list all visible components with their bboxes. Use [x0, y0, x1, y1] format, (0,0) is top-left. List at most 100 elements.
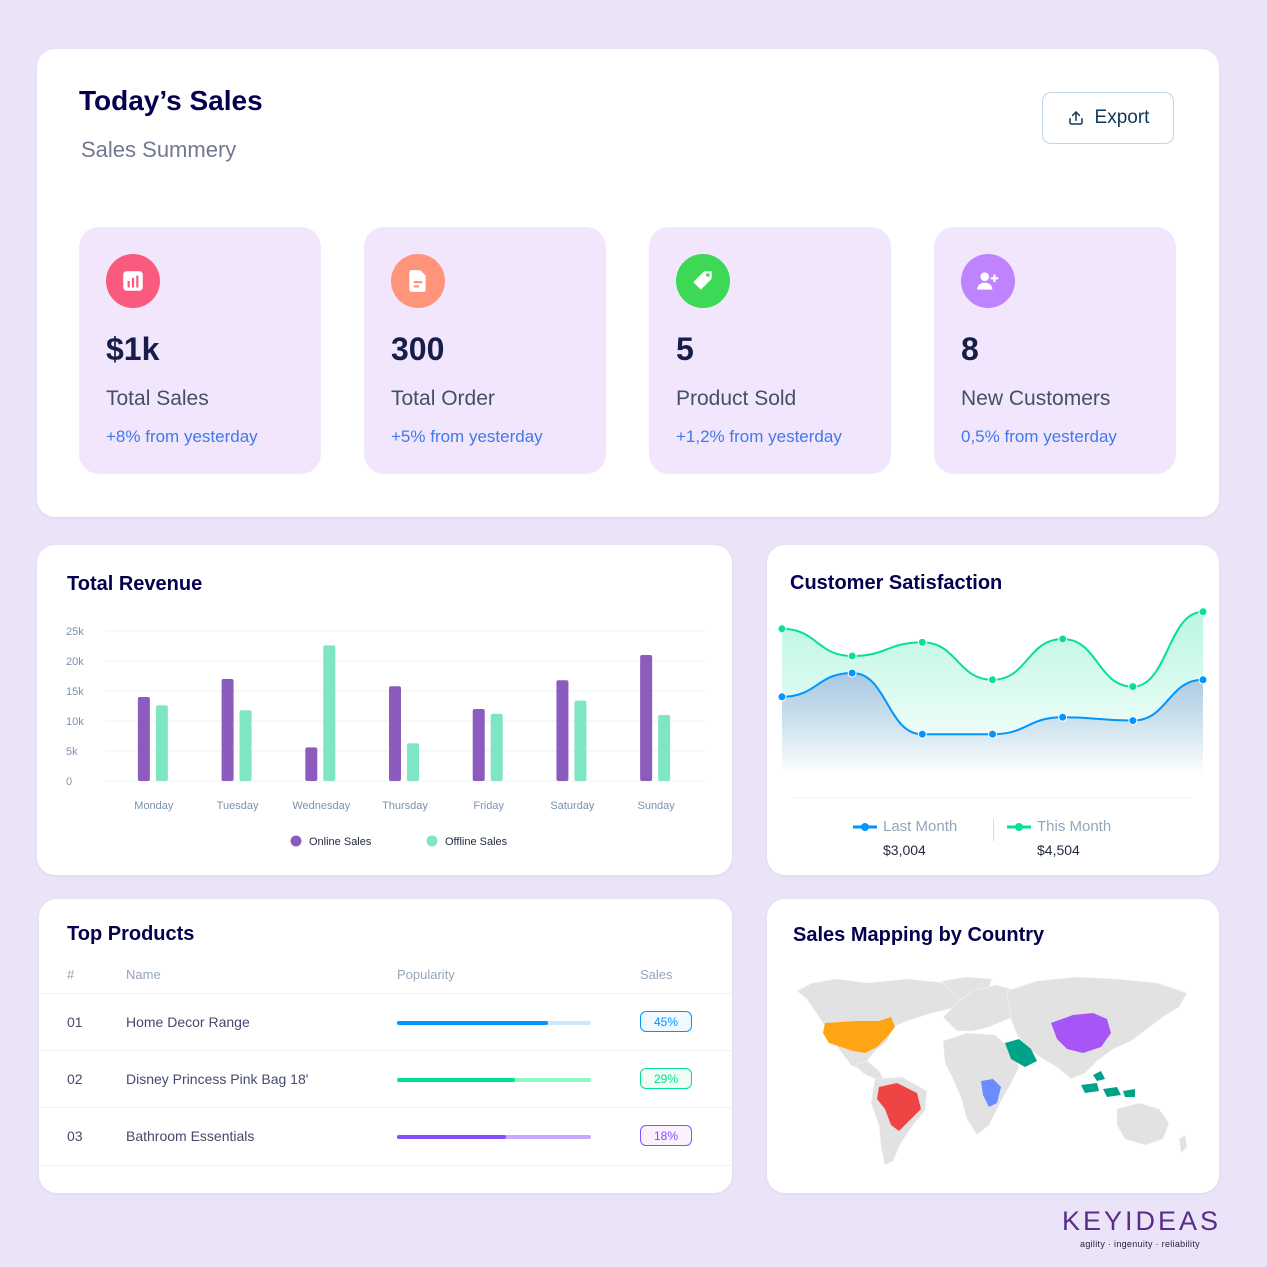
- data-point: [777, 624, 787, 634]
- stat-card-product-sold: 5 Product Sold +1,2% from yesterday: [649, 227, 891, 474]
- column-header-popularity: Popularity: [397, 967, 455, 982]
- satisfaction-area-chart: [777, 607, 1208, 799]
- china-highlight: [1051, 1013, 1111, 1053]
- sales-badge: 45%: [640, 1011, 692, 1032]
- legend-label: Last Month: [883, 818, 958, 835]
- x-tick-label: Tuesday: [217, 800, 259, 812]
- legend-line-icon: [1007, 822, 1031, 831]
- stat-change: 0,5% from yesterday: [961, 427, 1117, 446]
- brand-tagline: agility · ingenuity · reliability: [1080, 1239, 1200, 1249]
- product-name: Disney Princess Pink Bag 18': [126, 1071, 309, 1087]
- bar-chart-icon: [106, 254, 160, 308]
- y-tick-label: 15k: [66, 686, 84, 698]
- stat-label: Product Sold: [676, 387, 797, 410]
- legend-divider: [993, 819, 994, 841]
- stat-label: Total Order: [391, 387, 495, 410]
- column-header-name: Name: [126, 967, 161, 982]
- data-point: [777, 692, 787, 702]
- stat-value: $1k: [106, 331, 160, 367]
- table-row[interactable]: 02 Disney Princess Pink Bag 18' 29%: [39, 1050, 732, 1108]
- stat-value: 8: [961, 331, 979, 367]
- africa-shape: [942, 1032, 1020, 1136]
- sales-badge: 18%: [640, 1125, 692, 1146]
- export-button[interactable]: Export: [1042, 92, 1174, 144]
- sales-summary-subtitle: Sales Summery: [81, 137, 237, 162]
- total-revenue-card: Total Revenue 0 5k 10k 15k 20k 25k Monday Tuesd…: [37, 545, 732, 875]
- bar-online-sales: [137, 697, 150, 781]
- stat-card-total-sales: $1k Total Sales +8% from yesterday: [79, 227, 321, 474]
- y-tick-label: 0: [66, 776, 72, 788]
- saudi-highlight: [1005, 1039, 1037, 1067]
- bar-offline-sales: [323, 645, 336, 781]
- x-tick-label: Friday: [473, 800, 504, 812]
- data-point: [1058, 634, 1068, 644]
- bar-online-sales: [556, 680, 569, 781]
- sales-mapping-card: Sales Mapping by Country: [767, 899, 1219, 1193]
- product-name: Bathroom Essentials: [126, 1128, 255, 1144]
- x-tick-label: Thursday: [382, 800, 428, 812]
- stat-card-total-order: 300 Total Order +5% from yesterday: [364, 227, 606, 474]
- revenue-bar-chart: 0 5k 10k 15k 20k 25k Monday Tuesday Wednesday Thu…: [66, 626, 705, 848]
- top-products-card: Top Products # Name Popularity Sales 01 …: [39, 899, 732, 1193]
- usa-highlight: [823, 1017, 895, 1053]
- data-point: [1198, 675, 1208, 685]
- area-last-month: [782, 673, 1203, 775]
- brand-name: KEYIDEAS: [1062, 1206, 1222, 1236]
- todays-sales-card: Today’s Sales Sales Summery Export $1k T…: [37, 49, 1219, 517]
- stat-value: 300: [391, 331, 445, 367]
- top-products-title: Top Products: [67, 923, 195, 945]
- tag-icon: [676, 254, 730, 308]
- stat-change: +1,2% from yesterday: [676, 427, 842, 446]
- upload-icon: [1068, 111, 1083, 125]
- y-tick-label: 5k: [66, 746, 78, 758]
- customer-satisfaction-title: Customer Satisfaction: [790, 572, 1003, 594]
- stat-card-new-customers: 8 New Customers 0,5% from yesterday: [934, 227, 1176, 474]
- data-point: [1058, 712, 1068, 722]
- legend-label: This Month: [1037, 818, 1112, 835]
- column-header-sales: Sales: [640, 967, 673, 982]
- data-point: [1198, 607, 1208, 617]
- legend-line-icon: [853, 822, 877, 831]
- legend-this-month: This Month $4,504: [1007, 818, 1111, 858]
- x-tick-label: Wednesday: [292, 800, 350, 812]
- popularity-bar: [397, 1078, 591, 1082]
- customer-satisfaction-card: Customer Satisfaction Last Month $3,004 …: [767, 545, 1219, 875]
- product-name: Home Decor Range: [126, 1014, 250, 1030]
- brazil-highlight: [877, 1083, 921, 1131]
- document-icon: [391, 254, 445, 308]
- y-tick-label: 25k: [66, 626, 84, 638]
- bar-offline-sales: [407, 743, 419, 781]
- bar-offline-sales: [490, 713, 503, 781]
- data-point: [847, 668, 857, 678]
- row-number: 03: [67, 1128, 83, 1144]
- stat-change: +5% from yesterday: [391, 427, 543, 446]
- data-point: [847, 651, 857, 661]
- popularity-fill: [397, 1135, 506, 1139]
- table-row[interactable]: 03 Bathroom Essentials 18%: [39, 1107, 732, 1166]
- popularity-bar: [397, 1135, 591, 1139]
- sales-badge: 29%: [640, 1068, 692, 1089]
- bar-online-sales: [472, 709, 485, 781]
- world-map: [796, 976, 1188, 1166]
- legend-amount: $3,004: [883, 842, 926, 858]
- total-revenue-title: Total Revenue: [67, 573, 203, 595]
- stat-label: Total Sales: [106, 387, 209, 410]
- x-tick-label: Sunday: [637, 800, 675, 812]
- bar-online-sales: [221, 679, 234, 781]
- table-row[interactable]: 01 Home Decor Range 45%: [39, 993, 732, 1051]
- bar-offline-sales: [155, 705, 168, 781]
- data-point: [1128, 682, 1138, 692]
- bar-offline-sales: [574, 700, 587, 781]
- bar-online-sales: [389, 686, 401, 781]
- x-tick-label: Saturday: [550, 800, 595, 812]
- data-point: [988, 729, 997, 739]
- row-number: 01: [67, 1014, 83, 1030]
- column-header-number: #: [67, 967, 75, 982]
- keyideas-logo: KEYIDEAS agility · ingenuity · reliabili…: [1062, 1206, 1218, 1249]
- data-point: [917, 729, 927, 739]
- legend-amount: $4,504: [1037, 842, 1080, 858]
- new-zealand-shape: [1178, 1134, 1188, 1154]
- legend-label: Online Sales: [309, 836, 372, 848]
- export-label: Export: [1094, 107, 1150, 128]
- central-america-shape: [854, 1060, 886, 1082]
